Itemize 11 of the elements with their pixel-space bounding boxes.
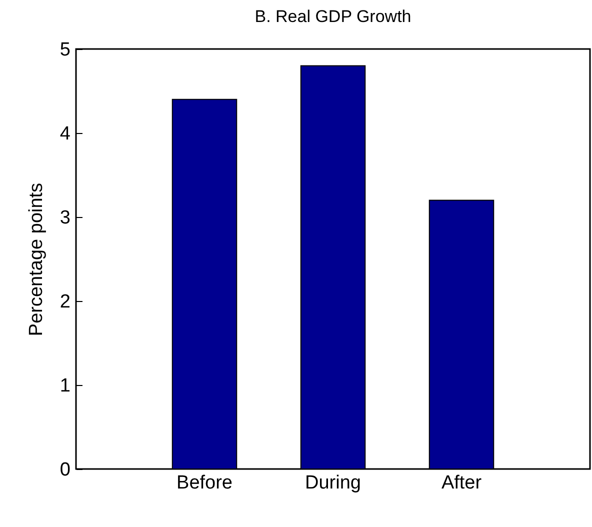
y-tick-label: 2: [60, 292, 70, 312]
y-tick-label: 1: [60, 376, 70, 396]
chart-title: B. Real GDP Growth: [254, 7, 412, 26]
y-tick-label: 5: [60, 40, 70, 60]
y-tick-label: 4: [60, 124, 71, 144]
y-tick-label: 0: [60, 460, 70, 480]
x-tick-label: During: [305, 472, 361, 494]
y-tick-label: 3: [60, 208, 70, 228]
x-tick-label: Before: [176, 472, 232, 494]
x-tick-label: After: [441, 472, 482, 494]
y-axis-title: Percentage points: [26, 182, 47, 336]
